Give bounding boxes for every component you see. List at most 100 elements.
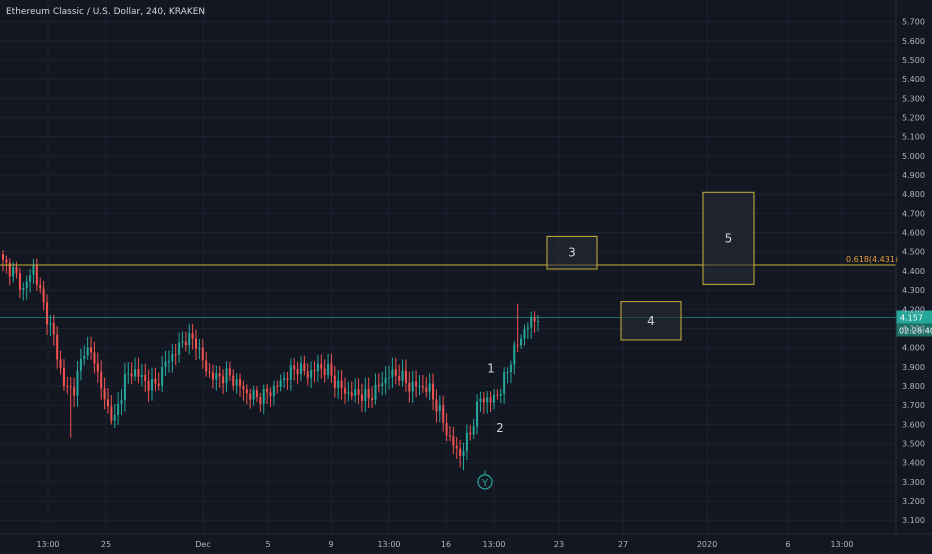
wave-box-label: 4 bbox=[647, 314, 655, 328]
y-tick-label: 3.500 bbox=[902, 440, 925, 449]
candle bbox=[100, 360, 103, 400]
y-tick-label: 5.100 bbox=[902, 133, 925, 142]
candle bbox=[266, 384, 269, 404]
candle bbox=[523, 324, 526, 346]
x-tick-label: Dec bbox=[195, 540, 210, 549]
candle bbox=[438, 395, 441, 423]
candle bbox=[411, 370, 414, 404]
candle bbox=[157, 372, 160, 391]
candle bbox=[127, 362, 130, 385]
chart-title: Ethereum Classic / U.S. Dollar, 240, KRA… bbox=[6, 7, 205, 17]
candle bbox=[299, 355, 302, 381]
candle bbox=[313, 361, 316, 383]
candle bbox=[374, 373, 377, 405]
candle bbox=[330, 353, 333, 383]
candle bbox=[245, 384, 248, 405]
candle bbox=[86, 336, 89, 360]
candle bbox=[188, 323, 191, 355]
x-tick-label: 16 bbox=[441, 540, 451, 549]
candle bbox=[337, 370, 340, 399]
candle bbox=[492, 389, 495, 410]
candle bbox=[62, 359, 65, 391]
last-price-label: 4.157 bbox=[900, 314, 923, 323]
wave-label-1: 1 bbox=[487, 362, 495, 376]
candle bbox=[46, 294, 49, 335]
candle bbox=[377, 373, 380, 393]
y-tick-label: 4.500 bbox=[902, 248, 925, 257]
candle bbox=[486, 391, 489, 414]
y-tick-label: 4.200 bbox=[902, 305, 925, 314]
candle bbox=[181, 331, 184, 348]
x-tick-label: 5 bbox=[265, 540, 270, 549]
candle bbox=[293, 358, 296, 381]
candle bbox=[178, 332, 181, 363]
candle bbox=[516, 303, 519, 353]
candle bbox=[39, 277, 42, 294]
candle bbox=[272, 380, 275, 406]
candle bbox=[167, 350, 170, 373]
candle bbox=[69, 376, 72, 438]
wave-label-y: Y bbox=[481, 478, 489, 489]
candle bbox=[211, 364, 214, 389]
candle bbox=[161, 355, 164, 393]
candle bbox=[432, 373, 435, 411]
candle bbox=[194, 329, 198, 361]
candle bbox=[93, 341, 96, 374]
y-tick-label: 5.400 bbox=[902, 75, 925, 84]
candle bbox=[469, 424, 472, 441]
candle bbox=[323, 359, 326, 383]
candle bbox=[18, 267, 21, 299]
candle bbox=[408, 371, 411, 403]
candle bbox=[391, 357, 394, 388]
candle bbox=[198, 338, 201, 360]
candle bbox=[184, 331, 187, 352]
candle bbox=[262, 384, 265, 415]
candle bbox=[360, 383, 363, 413]
candle bbox=[364, 377, 367, 413]
candle bbox=[106, 388, 109, 414]
candle bbox=[113, 403, 116, 428]
candle bbox=[418, 374, 421, 396]
candle bbox=[472, 418, 475, 440]
wave-label-2: 2 bbox=[496, 421, 504, 435]
y-tick-label: 5.200 bbox=[902, 113, 925, 122]
wave-box-4[interactable] bbox=[620, 301, 682, 341]
wave-box-3[interactable] bbox=[546, 235, 598, 270]
candle bbox=[398, 364, 401, 386]
candle bbox=[32, 259, 35, 285]
wave-y-marker[interactable] bbox=[477, 474, 493, 490]
candle bbox=[283, 372, 286, 388]
candle bbox=[404, 359, 407, 392]
y-tick-label: 3.800 bbox=[902, 382, 925, 391]
candle bbox=[35, 258, 38, 291]
candle bbox=[76, 360, 79, 407]
y-tick-label: 3.700 bbox=[902, 401, 925, 410]
candle bbox=[394, 357, 397, 385]
candle bbox=[79, 348, 82, 381]
candle bbox=[150, 367, 154, 401]
countdown-tag bbox=[896, 323, 932, 337]
y-tick-label: 4.100 bbox=[902, 324, 925, 333]
candle bbox=[276, 380, 279, 394]
candle bbox=[367, 377, 370, 409]
candle bbox=[343, 377, 347, 404]
fib-label: 0.618(4.431) bbox=[846, 255, 898, 264]
candle bbox=[428, 373, 431, 401]
y-tick-label: 4.400 bbox=[902, 267, 925, 276]
y-tick-label: 5.300 bbox=[902, 94, 925, 103]
y-tick-label: 4.800 bbox=[902, 190, 925, 199]
last-price-tag bbox=[896, 310, 932, 324]
candle bbox=[316, 354, 319, 383]
candle bbox=[333, 365, 336, 398]
wave-box-5[interactable] bbox=[702, 191, 755, 285]
candle bbox=[303, 355, 306, 376]
candle bbox=[49, 314, 52, 336]
candle bbox=[530, 311, 533, 339]
x-tick-label: 25 bbox=[101, 540, 111, 549]
candle bbox=[506, 367, 509, 384]
candle bbox=[279, 374, 282, 392]
candle bbox=[489, 391, 492, 413]
candle bbox=[445, 413, 448, 442]
